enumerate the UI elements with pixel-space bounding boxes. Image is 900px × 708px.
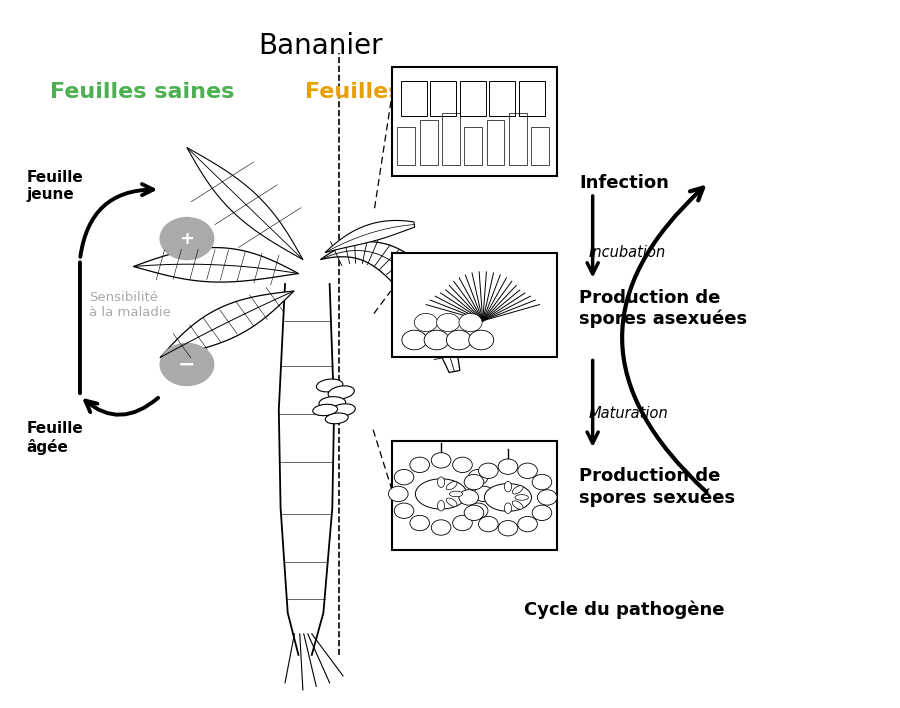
- Ellipse shape: [317, 379, 343, 392]
- Text: Production de
spores sexuées: Production de spores sexuées: [580, 467, 735, 507]
- Circle shape: [160, 217, 213, 260]
- Circle shape: [499, 520, 517, 536]
- Text: Sensibilité
à la maladie: Sensibilité à la maladie: [89, 291, 171, 319]
- Bar: [398, 127, 415, 165]
- Circle shape: [499, 459, 517, 474]
- Circle shape: [464, 474, 484, 490]
- Circle shape: [532, 505, 552, 520]
- Polygon shape: [133, 248, 299, 282]
- Circle shape: [532, 474, 552, 490]
- Ellipse shape: [437, 501, 445, 511]
- Polygon shape: [187, 147, 303, 260]
- Circle shape: [537, 490, 557, 505]
- Text: Feuilles malades: Feuilles malades: [305, 81, 515, 102]
- Bar: [392, 442, 557, 550]
- Bar: [392, 67, 557, 176]
- Polygon shape: [320, 241, 460, 372]
- Circle shape: [479, 516, 499, 532]
- Polygon shape: [279, 284, 334, 655]
- Text: Incubation: Incubation: [589, 245, 665, 260]
- Ellipse shape: [446, 498, 457, 506]
- Circle shape: [394, 503, 414, 518]
- Ellipse shape: [313, 404, 338, 416]
- Circle shape: [468, 469, 488, 485]
- Circle shape: [459, 314, 482, 331]
- Text: +: +: [179, 229, 194, 248]
- Ellipse shape: [437, 477, 445, 487]
- Ellipse shape: [484, 484, 532, 511]
- Circle shape: [453, 515, 472, 531]
- Circle shape: [453, 457, 472, 472]
- Bar: [430, 81, 456, 116]
- Text: Feuille
jeune: Feuille jeune: [26, 170, 83, 202]
- Bar: [487, 120, 504, 165]
- Bar: [419, 120, 437, 165]
- Circle shape: [410, 515, 429, 531]
- Ellipse shape: [325, 413, 348, 424]
- Circle shape: [394, 469, 414, 485]
- Circle shape: [446, 330, 472, 350]
- Text: Maturation: Maturation: [589, 406, 668, 421]
- Bar: [464, 127, 482, 165]
- Circle shape: [518, 463, 537, 479]
- Bar: [518, 81, 544, 116]
- Polygon shape: [325, 220, 415, 253]
- Bar: [442, 113, 460, 165]
- Ellipse shape: [504, 503, 511, 513]
- Text: Feuilles saines: Feuilles saines: [50, 81, 235, 102]
- Ellipse shape: [504, 481, 511, 492]
- Ellipse shape: [512, 486, 523, 494]
- Text: Cycle du pathogène: Cycle du pathogène: [524, 600, 724, 619]
- Circle shape: [160, 343, 213, 385]
- Circle shape: [518, 516, 537, 532]
- Circle shape: [414, 314, 437, 331]
- Text: Bananier: Bananier: [258, 32, 383, 60]
- Bar: [508, 113, 526, 165]
- Circle shape: [468, 503, 488, 518]
- Bar: [490, 81, 515, 116]
- Circle shape: [459, 490, 479, 505]
- Ellipse shape: [328, 386, 355, 399]
- Text: −: −: [178, 355, 195, 375]
- Ellipse shape: [319, 396, 346, 409]
- Ellipse shape: [446, 481, 457, 490]
- Circle shape: [464, 505, 484, 520]
- Circle shape: [474, 486, 494, 502]
- Ellipse shape: [515, 495, 528, 501]
- Bar: [401, 81, 427, 116]
- Circle shape: [479, 463, 499, 479]
- Circle shape: [389, 486, 408, 502]
- Bar: [531, 127, 549, 165]
- Text: Infection: Infection: [580, 173, 670, 192]
- Circle shape: [436, 314, 460, 331]
- Circle shape: [469, 330, 494, 350]
- Circle shape: [410, 457, 429, 472]
- Circle shape: [424, 330, 449, 350]
- Bar: [460, 81, 486, 116]
- Circle shape: [431, 452, 451, 468]
- Bar: [392, 253, 557, 358]
- Ellipse shape: [330, 404, 356, 416]
- Polygon shape: [160, 291, 294, 358]
- Ellipse shape: [449, 491, 463, 497]
- Text: Production de
spores asexuées: Production de spores asexuées: [580, 289, 747, 329]
- Ellipse shape: [416, 479, 467, 509]
- Circle shape: [402, 330, 427, 350]
- Ellipse shape: [512, 501, 523, 509]
- Text: Feuille
âgée: Feuille âgée: [26, 421, 83, 455]
- Circle shape: [431, 520, 451, 535]
